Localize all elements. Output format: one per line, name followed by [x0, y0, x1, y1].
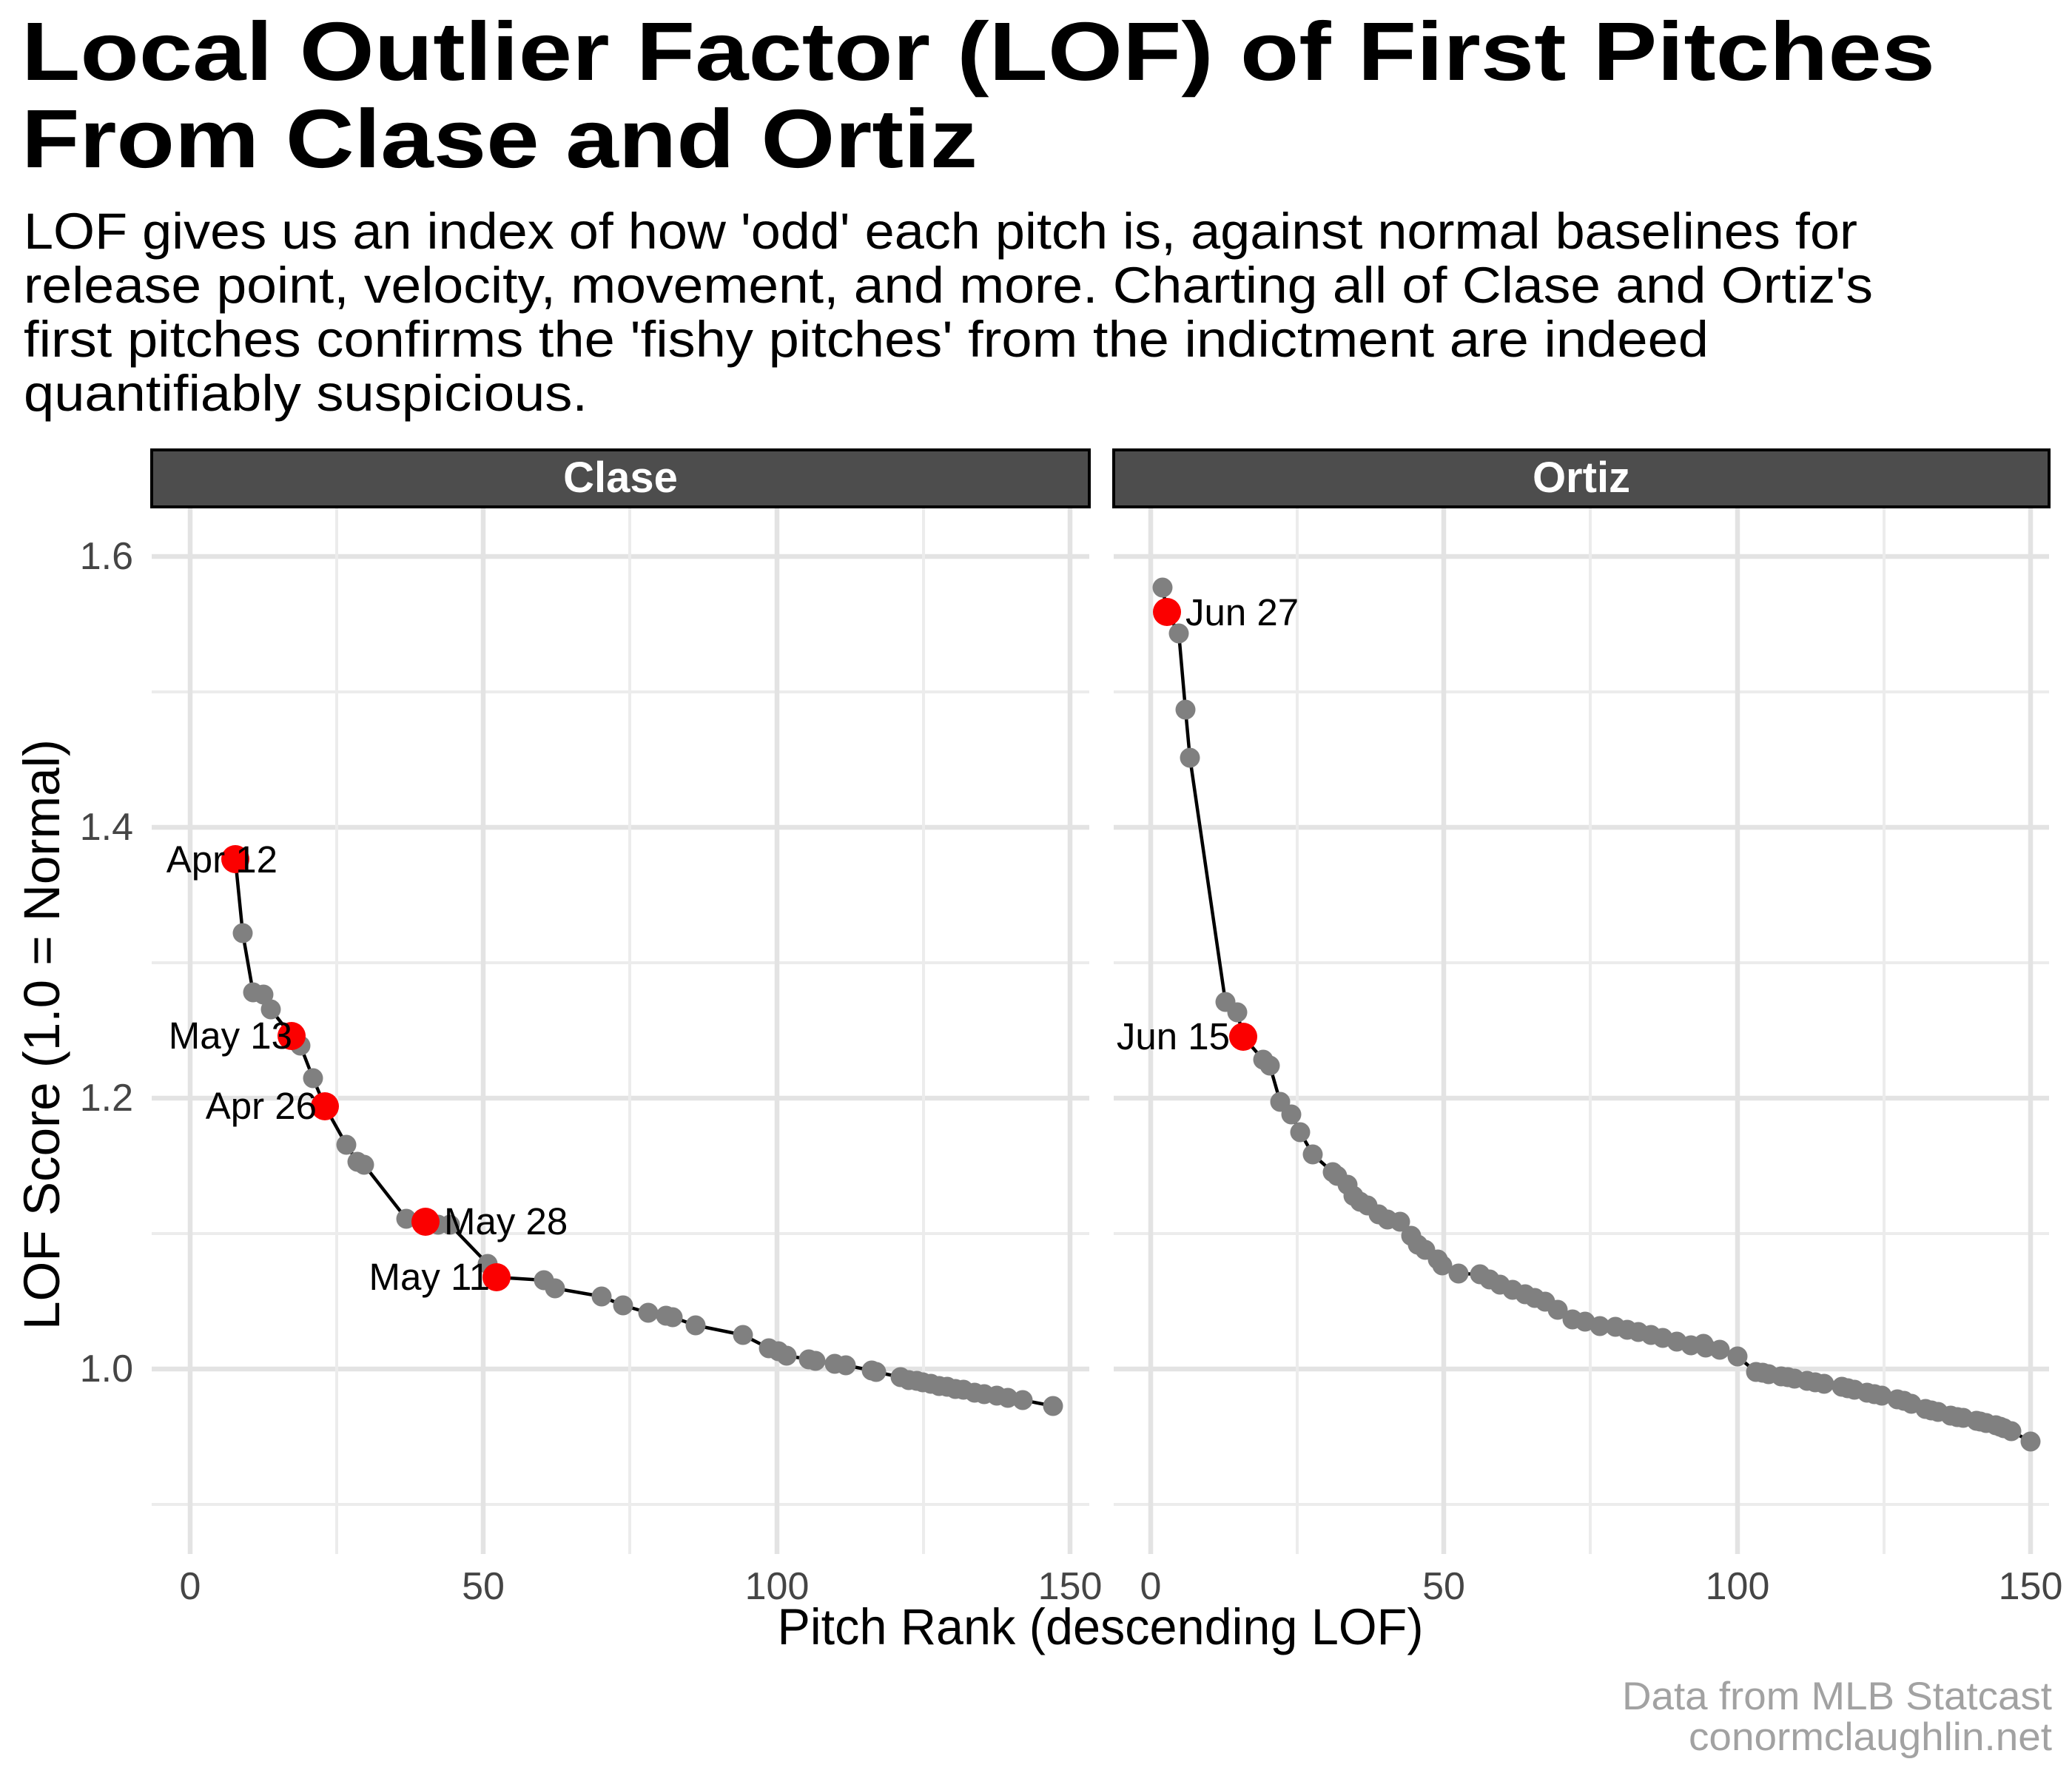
svg-text:1.2: 1.2: [80, 1077, 133, 1120]
svg-text:Pitch Rank (descending LOF): Pitch Rank (descending LOF): [778, 1598, 1424, 1655]
svg-text:release point, velocity, movem: release point, velocity, movement, and m…: [24, 257, 1873, 314]
svg-text:Data from MLB Statcast: Data from MLB Statcast: [1622, 1675, 2052, 1718]
svg-text:Jun 15: Jun 15: [1117, 1015, 1230, 1057]
svg-text:Jun 27: Jun 27: [1185, 591, 1299, 633]
svg-text:LOF gives us an index of how ': LOF gives us an index of how 'odd' each …: [24, 203, 1857, 260]
svg-text:1.0: 1.0: [80, 1348, 133, 1390]
svg-text:quantifiably suspicious.: quantifiably suspicious.: [24, 365, 588, 422]
svg-text:150: 150: [1038, 1565, 1103, 1608]
svg-text:first pitches confirms the 'fi: first pitches confirms the 'fishy pitche…: [24, 311, 1709, 368]
svg-text:50: 50: [1422, 1565, 1465, 1608]
svg-text:May 11: May 11: [369, 1256, 490, 1298]
svg-text:50: 50: [462, 1565, 505, 1608]
svg-text:0: 0: [180, 1565, 201, 1608]
svg-text:1.4: 1.4: [80, 806, 133, 849]
svg-text:100: 100: [1706, 1565, 1770, 1608]
svg-text:Local Outlier Factor (LOF) of: Local Outlier Factor (LOF) of First Pitc…: [21, 5, 1935, 98]
svg-text:Apr 26: Apr 26: [206, 1085, 317, 1127]
svg-text:From Clase and Ortiz: From Clase and Ortiz: [21, 92, 978, 185]
svg-text:150: 150: [1999, 1565, 2063, 1608]
svg-text:Apr 12: Apr 12: [166, 838, 278, 881]
svg-text:100: 100: [745, 1565, 810, 1608]
svg-text:1.6: 1.6: [80, 535, 133, 578]
svg-text:conormclaughlin.net: conormclaughlin.net: [1689, 1715, 2052, 1759]
svg-text:Clase: Clase: [563, 454, 678, 502]
svg-text:0: 0: [1140, 1565, 1162, 1608]
svg-text:May 28: May 28: [444, 1200, 568, 1242]
svg-text:LOF Score (1.0 = Normal): LOF Score (1.0 = Normal): [13, 739, 70, 1330]
svg-text:May 13: May 13: [169, 1015, 292, 1057]
svg-text:Ortiz: Ortiz: [1533, 454, 1630, 502]
